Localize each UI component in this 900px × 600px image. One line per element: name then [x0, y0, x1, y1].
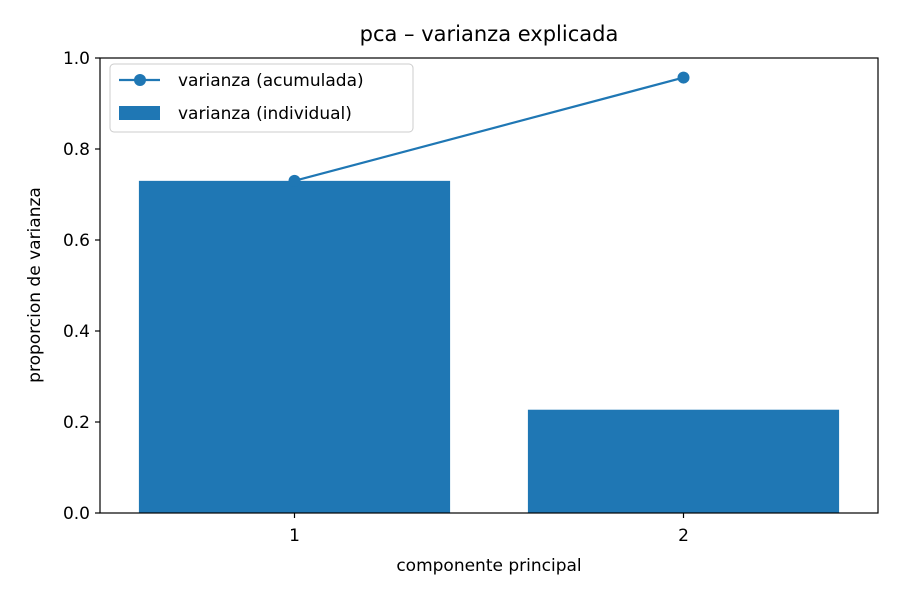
- bar-1: [138, 180, 451, 513]
- y-tick-label: 0.2: [63, 413, 90, 433]
- legend: varianza (acumulada) varianza (individua…: [109, 63, 414, 133]
- cumulative-point-1: [288, 174, 301, 187]
- y-tick-label: 1.0: [63, 49, 90, 69]
- x-tick-label: 1: [289, 526, 300, 546]
- chart-title: pca – varianza explicada: [360, 22, 619, 46]
- legend-marker-swatch: [134, 74, 146, 86]
- cumulative-point-2: [677, 71, 690, 84]
- bars-layer: [138, 180, 840, 513]
- y-axis-label: proporcion de varianza: [25, 187, 45, 383]
- y-tick-label: 0.4: [63, 322, 90, 342]
- x-tick-label: 2: [678, 526, 689, 546]
- legend-bar-swatch: [119, 106, 160, 120]
- y-tick-label: 0.6: [63, 231, 90, 251]
- legend-box: [109, 63, 414, 133]
- y-axis: 0.0 0.2 0.4 0.6 0.8 1.0: [63, 49, 100, 524]
- cumulative-line-layer: [288, 71, 690, 187]
- y-tick-label: 0.0: [63, 504, 90, 524]
- x-axis-label: componente principal: [396, 556, 581, 576]
- legend-label-individual: varianza (individual): [178, 104, 352, 124]
- y-tick-label: 0.8: [63, 140, 90, 160]
- legend-label-cumulative: varianza (acumulada): [178, 71, 364, 91]
- plot-frame: [99, 57, 879, 514]
- bar-2: [527, 409, 840, 513]
- cumulative-line: [294, 76, 684, 182]
